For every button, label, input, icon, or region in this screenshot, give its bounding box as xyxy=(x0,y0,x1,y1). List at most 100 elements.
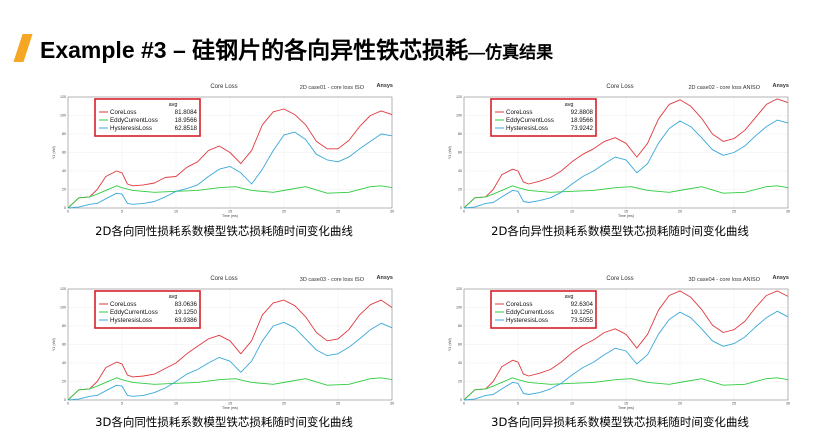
legend-header: avg xyxy=(565,294,574,300)
legend-label: EddyCurrentLoss xyxy=(110,117,158,124)
legend-value: 92.8808 xyxy=(571,109,594,116)
x-tick-label: 5 xyxy=(517,402,519,406)
y-tick-label: 40 xyxy=(458,361,462,365)
y-tick-label: 40 xyxy=(62,361,66,365)
x-tick-label: 20 xyxy=(678,210,682,214)
y-tick-label: 120 xyxy=(456,287,462,291)
ansys-logo: Ansys xyxy=(376,275,393,281)
chart-2d-case02-svg: Core Loss 2D case02 - core loss ANISO Ansy… xyxy=(448,83,790,218)
series-line-coreloss xyxy=(463,98,789,209)
y-axis-label: Y1 (kW) xyxy=(52,338,56,351)
y-tick-label: 0 xyxy=(64,398,66,402)
case-label: 3D case04 - core loss ANISO xyxy=(688,277,760,283)
title-accent-bar xyxy=(13,34,33,62)
caption-2d-case02: 2D各向异性损耗系数模型铁芯损耗随时间变化曲线 xyxy=(491,224,749,238)
plot-frame xyxy=(67,96,393,209)
y-tick-label: 40 xyxy=(458,169,462,173)
x-tick-label: 0 xyxy=(463,210,465,214)
y-tick-label: 60 xyxy=(62,343,66,347)
legend-label: HysteresisLoss xyxy=(110,317,152,324)
legend-box xyxy=(490,290,597,329)
slide-title-suffix: —仿真结果 xyxy=(468,43,554,62)
legend-header: avg xyxy=(565,102,574,108)
series-line-coreloss xyxy=(463,290,789,401)
chart-3d-case04: Core Loss 3D case04 - core loss ANISO Ansy… xyxy=(442,274,798,410)
slide-title: Example #3 – 硅钢片的各向异性铁芯损耗—仿真结果 xyxy=(40,31,553,65)
y-tick-label: 120 xyxy=(456,95,462,99)
x-tick-label: 30 xyxy=(390,210,394,214)
plot-frame xyxy=(67,288,393,401)
y-tick-label: 20 xyxy=(458,380,462,384)
x-tick-label: 15 xyxy=(624,402,628,406)
case-label: 2D case01 - core loss ISO xyxy=(300,85,365,91)
y-tick-label: 20 xyxy=(62,380,66,384)
legend-label: CoreLoss xyxy=(110,109,136,116)
series-line-coreloss xyxy=(67,299,393,401)
series-line-eddycurrentloss xyxy=(463,377,789,401)
x-tick-label: 25 xyxy=(336,402,340,406)
x-axis-label: Time (ms) xyxy=(222,406,238,410)
series-line-coreloss xyxy=(67,108,393,209)
y-tick-label: 20 xyxy=(62,188,66,192)
chart-3d-case03-svg: Core Loss 3D case03 - core loss ISO Ansys 0… xyxy=(52,275,394,410)
x-tick-label: 5 xyxy=(121,402,123,406)
x-tick-label: 10 xyxy=(570,210,574,214)
x-tick-label: 25 xyxy=(336,210,340,214)
y-tick-label: 100 xyxy=(60,306,66,310)
plot-frame xyxy=(463,288,789,401)
y-axis-label: Y1 (kW) xyxy=(52,146,56,159)
x-axis-label: Time (ms) xyxy=(618,406,634,410)
x-tick-label: 0 xyxy=(463,402,465,406)
legend-label: HysteresisLoss xyxy=(110,125,152,132)
x-tick-label: 20 xyxy=(678,402,682,406)
plot-title: Core Loss xyxy=(210,84,237,90)
y-tick-label: 40 xyxy=(62,169,66,173)
x-tick-label: 25 xyxy=(732,402,736,406)
y-tick-label: 80 xyxy=(458,132,462,136)
ansys-logo: Ansys xyxy=(772,275,789,281)
legend-value: 18.9566 xyxy=(571,117,594,124)
y-tick-label: 80 xyxy=(62,324,66,328)
legend-box xyxy=(490,98,597,137)
x-tick-label: 0 xyxy=(67,402,69,406)
x-tick-label: 25 xyxy=(732,210,736,214)
series-line-hysteresisloss xyxy=(67,131,393,209)
series-line-hysteresisloss xyxy=(67,321,393,401)
legend-header: avg xyxy=(169,102,178,108)
legend-value: 19.1250 xyxy=(175,309,198,316)
series-line-eddycurrentloss xyxy=(67,377,393,401)
series-line-eddycurrentloss xyxy=(463,185,789,209)
x-tick-label: 20 xyxy=(282,402,286,406)
x-tick-label: 30 xyxy=(786,210,790,214)
series-line-eddycurrentloss xyxy=(67,185,393,209)
legend-label: HysteresisLoss xyxy=(506,317,548,324)
slide-title-main: Example #3 – 硅钢片的各向异性铁芯损耗 xyxy=(40,37,469,63)
y-tick-label: 0 xyxy=(460,398,462,402)
ansys-logo: Ansys xyxy=(376,83,393,89)
y-tick-label: 100 xyxy=(60,114,66,118)
x-tick-label: 5 xyxy=(517,210,519,214)
y-tick-label: 100 xyxy=(456,306,462,310)
legend-label: CoreLoss xyxy=(110,301,136,308)
legend-value: 81.8084 xyxy=(175,109,198,116)
x-tick-label: 10 xyxy=(174,210,178,214)
y-tick-label: 0 xyxy=(460,206,462,210)
chart-3d-case04-svg: Core Loss 3D case04 - core loss ANISO Ansy… xyxy=(448,275,790,410)
series-line-hysteresisloss xyxy=(463,119,789,209)
x-tick-label: 10 xyxy=(570,402,574,406)
y-tick-label: 60 xyxy=(458,343,462,347)
y-tick-label: 120 xyxy=(60,95,66,99)
plot-title: Core Loss xyxy=(606,276,633,282)
chart-3d-case03: Core Loss 3D case03 - core loss ISO Ansys 0… xyxy=(46,274,402,410)
legend-value: 62.8518 xyxy=(175,125,198,132)
y-tick-label: 80 xyxy=(458,324,462,328)
y-tick-label: 80 xyxy=(62,132,66,136)
x-tick-label: 20 xyxy=(282,210,286,214)
plot-title: Core Loss xyxy=(210,276,237,282)
legend-value: 19.1250 xyxy=(571,309,594,316)
y-axis-label: Y1 (kW) xyxy=(448,338,452,351)
y-tick-label: 60 xyxy=(62,151,66,155)
y-axis-label: Y1 (kW) xyxy=(448,146,452,159)
x-axis-label: Time (ms) xyxy=(222,214,238,218)
y-tick-label: 60 xyxy=(458,151,462,155)
